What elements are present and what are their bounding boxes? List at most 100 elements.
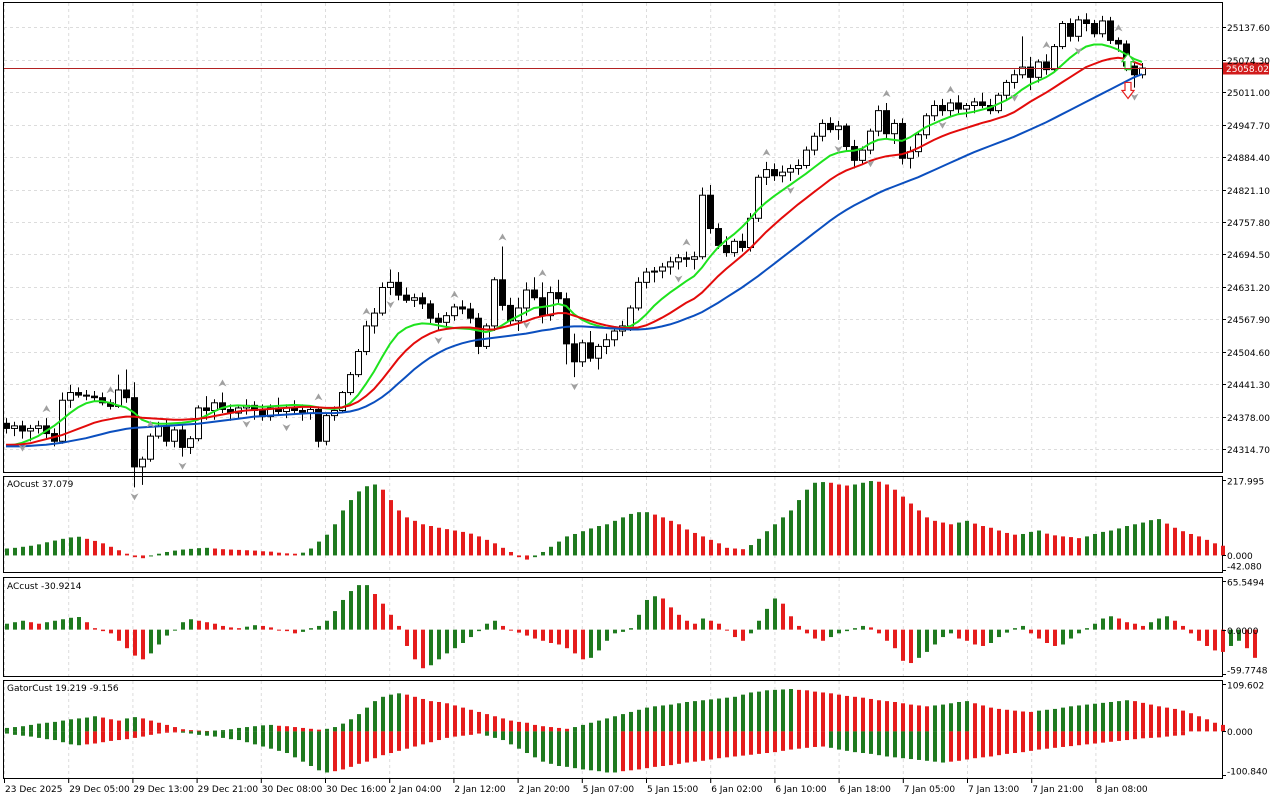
price-pane[interactable]	[3, 2, 1223, 473]
histogram-bar	[1077, 538, 1081, 556]
gator-lower-bar	[13, 731, 17, 735]
gator-upper-bar	[877, 700, 881, 732]
candle	[859, 146, 866, 165]
candle	[443, 312, 450, 329]
gator-lower-bar	[213, 731, 217, 737]
gator-lower-bar	[269, 731, 273, 749]
histogram-bar	[581, 629, 585, 660]
histogram-bar	[261, 625, 265, 630]
gator-upper-bar	[1205, 719, 1209, 732]
gator-lower-bar	[989, 731, 993, 757]
gator-upper-bar	[997, 708, 1001, 732]
candle	[67, 384, 74, 408]
gator-upper-bar	[1101, 702, 1105, 732]
histogram-bar	[461, 629, 465, 643]
histogram-bar	[1221, 629, 1225, 652]
ao-pane-title: AOcust 37.079	[7, 480, 74, 490]
candle-body	[683, 257, 690, 260]
histogram-bar	[733, 629, 737, 638]
candle-body	[11, 425, 18, 429]
gator-lower-bar	[997, 731, 1001, 756]
gator-upper-bar	[1021, 711, 1025, 732]
candle	[531, 277, 538, 301]
candle-body	[867, 130, 874, 151]
gator-upper-bar	[533, 724, 537, 732]
histogram-bar	[837, 629, 841, 634]
histogram-bar	[677, 614, 681, 630]
candle-body	[347, 374, 354, 394]
histogram-bar	[405, 629, 409, 646]
gator-lower-bar	[317, 731, 321, 771]
indicator-tick-label: 0.0000	[1227, 627, 1259, 637]
candle-body	[99, 397, 106, 404]
gator-upper-bar	[933, 705, 937, 732]
fractal-down-icon	[242, 420, 251, 428]
candle	[483, 323, 490, 349]
candle-body	[811, 135, 818, 151]
gator-upper-bar	[549, 727, 553, 732]
histogram-bar	[245, 550, 249, 556]
candle-body	[931, 105, 938, 117]
histogram-bar	[149, 629, 153, 654]
candle	[1059, 20, 1066, 50]
gator-lower-bar	[589, 731, 593, 771]
candle-body	[915, 134, 922, 153]
histogram-bar	[605, 629, 609, 641]
candle-body	[859, 149, 866, 161]
gator-lower-bar	[805, 731, 809, 748]
candle	[643, 267, 650, 289]
gator-upper-bar	[1013, 710, 1017, 732]
gator-lower-bar	[421, 731, 425, 745]
histogram-bar	[365, 585, 369, 630]
gator-lower-bar	[653, 731, 657, 767]
gator-lower-bar	[693, 731, 697, 762]
gator-upper-bar	[797, 689, 801, 732]
gator-upper-bar	[501, 718, 505, 732]
histogram-bar	[453, 629, 457, 649]
gator-lower-bar	[437, 731, 441, 741]
gator-lower-bar	[1149, 731, 1153, 738]
gator-upper-bar	[293, 727, 297, 732]
ao-pane[interactable]	[3, 476, 1223, 573]
time-tick-label: 2 Jan 12:00	[454, 785, 506, 795]
gator-upper-bar	[445, 703, 449, 732]
candle	[811, 132, 818, 156]
histogram-bar	[1245, 629, 1249, 649]
candle-body	[1083, 19, 1090, 25]
gator-upper-bar	[261, 725, 265, 732]
histogram-bar	[1157, 618, 1161, 630]
histogram-bar	[725, 547, 729, 556]
candle-body	[939, 105, 946, 112]
candle-body	[603, 339, 610, 347]
fractal-down-icon	[786, 186, 795, 194]
gator-lower-bar	[901, 731, 905, 759]
histogram-bar	[973, 629, 977, 645]
candle-body	[1067, 23, 1074, 37]
candle	[851, 139, 858, 169]
gator-upper-bar	[789, 689, 793, 732]
ac-pane[interactable]	[3, 577, 1223, 677]
gator-upper-bar	[1029, 711, 1033, 732]
gator-upper-bar	[325, 728, 329, 732]
histogram-bar	[525, 629, 529, 636]
gator-upper-bar	[989, 707, 993, 732]
gator-upper-bar	[861, 697, 865, 732]
candle-body	[595, 345, 602, 359]
gator-lower-bar	[1029, 731, 1033, 751]
histogram-bar	[957, 522, 961, 556]
histogram-bar	[493, 543, 497, 556]
histogram-bar	[13, 547, 17, 556]
candle-body	[835, 125, 842, 131]
histogram-bar	[893, 489, 897, 556]
indicator-tick-label: -42.080	[1227, 563, 1262, 573]
ac-pane-title: ACcust -30.9214	[7, 582, 82, 592]
histogram-bar	[853, 484, 857, 556]
candle	[603, 333, 610, 355]
price-tick-label: 24504.60	[1227, 349, 1270, 359]
gator-upper-bar	[629, 711, 633, 732]
gator-lower-bar	[973, 731, 977, 759]
histogram-bar	[813, 482, 817, 556]
gator-upper-bar	[525, 722, 529, 732]
candle-body	[379, 286, 386, 314]
histogram-bar	[1069, 629, 1073, 639]
